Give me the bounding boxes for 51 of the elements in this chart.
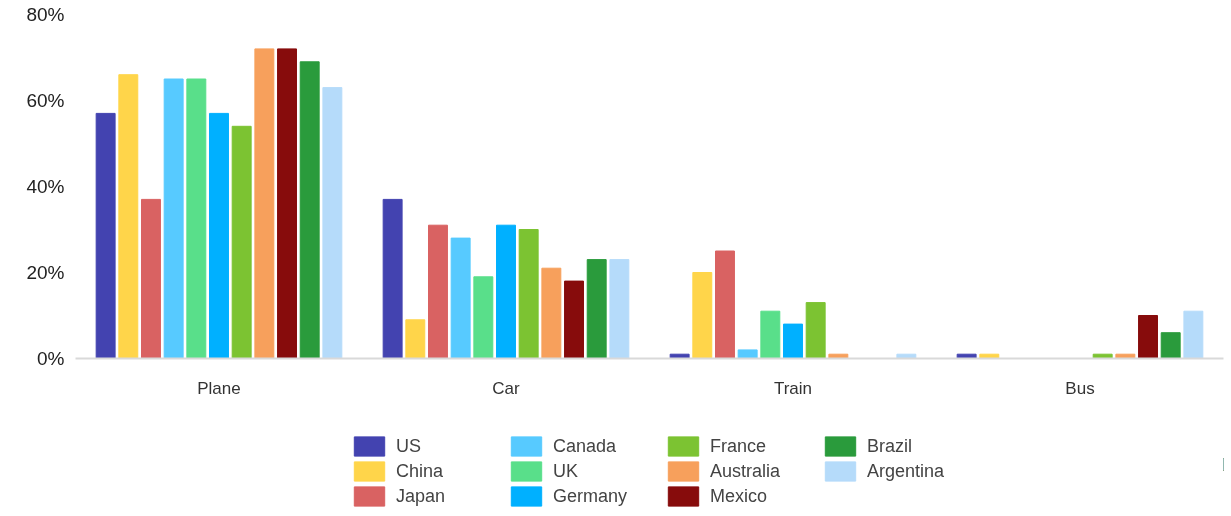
bar [805,302,826,359]
bar [586,259,607,359]
legend-label: Brazil [867,435,913,457]
x-tick-label: Train [773,378,813,398]
legend-label: UK [553,460,579,482]
bar [541,267,562,359]
bar [231,125,252,359]
legend-label: Canada [553,435,618,457]
x-tick-label: Plane [197,378,241,398]
bar [254,48,275,359]
bar [141,198,161,359]
bar [1138,315,1158,359]
y-tick-label: 60% [26,90,65,111]
legend-label: China [396,460,445,482]
x-tick-label: Bus [1065,378,1095,398]
bar [382,198,403,359]
legend-label: Australia [710,460,782,482]
bar [692,272,713,359]
bar [118,74,139,359]
y-tick-label: 80% [26,4,65,25]
legend-label: US [396,435,422,457]
bar [405,319,426,359]
bar [186,78,207,359]
bar [277,48,297,359]
bar [1183,310,1204,359]
legend-label: France [710,435,768,457]
bar [322,87,343,359]
bar [299,61,320,359]
x-tick-label: Car [492,378,521,398]
y-tick-label: 20% [26,262,65,283]
y-tick-label: 0% [37,348,65,369]
bar [609,259,630,359]
bar [163,78,184,359]
y-tick-label: 40% [26,176,65,197]
bar [450,237,471,359]
bar [760,310,781,359]
bar [715,250,735,359]
bar [473,276,494,359]
bar [737,349,758,359]
legend-label: Argentina [867,460,946,482]
bar [209,112,229,359]
bar [783,323,803,359]
bar [428,224,448,359]
legend-label: Germany [553,485,629,507]
bar [564,280,584,359]
bar [1160,332,1181,359]
bar [496,224,516,359]
bar [518,229,539,359]
legend-label: Japan [396,485,447,507]
legend-label: Mexico [710,485,768,507]
bar [95,112,116,359]
